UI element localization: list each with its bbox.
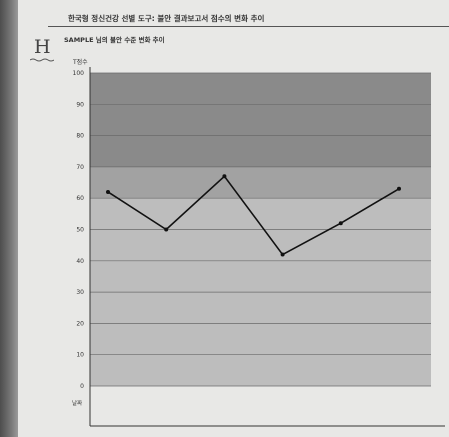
book-spine-shadow <box>0 0 18 437</box>
data-point-1 <box>164 227 169 232</box>
y-tick-label-10: 10 <box>76 352 84 359</box>
data-point-3 <box>280 252 285 257</box>
chart-title: SAMPLE 님의 불안 수준 변화 추이 <box>64 36 165 44</box>
wave-underline-icon <box>30 58 54 62</box>
y-tick-label-60: 60 <box>76 195 84 202</box>
x-axis-label: 날짜 <box>72 399 82 407</box>
y-axis-label: T점수 <box>72 59 88 66</box>
data-point-2 <box>222 174 227 179</box>
y-tick-label-50: 50 <box>76 227 84 234</box>
report-page: 한국형 정신건강 선별 도구: 불안 결과보고서 점수의 변화 추이 H SAM… <box>18 0 449 437</box>
section-letter: H <box>34 36 51 58</box>
y-tick-label-0: 0 <box>80 383 84 390</box>
y-tick-label-70: 70 <box>76 164 84 171</box>
data-point-4 <box>338 221 343 226</box>
y-tick-label-40: 40 <box>76 258 84 265</box>
title-divider <box>48 26 449 27</box>
series-line-0 <box>107 175 400 256</box>
data-point-0 <box>106 189 110 194</box>
data-point-5 <box>397 186 401 191</box>
y-tick-label-20: 20 <box>76 320 84 327</box>
score-band-1 <box>90 166 431 199</box>
y-tick-label-80: 80 <box>76 133 84 140</box>
y-tick-label-90: 90 <box>76 101 84 108</box>
page-title: 한국형 정신건강 선별 도구: 불안 결과보고서 점수의 변화 추이 <box>68 14 265 23</box>
y-tick-label-100: 100 <box>73 70 85 77</box>
y-tick-label-30: 30 <box>76 289 84 296</box>
score-band-0 <box>90 73 431 167</box>
anxiety-trend-chart: 0 10 20 30 40 50 60 70 80 90 100 T점수 날짜 <box>72 59 445 427</box>
